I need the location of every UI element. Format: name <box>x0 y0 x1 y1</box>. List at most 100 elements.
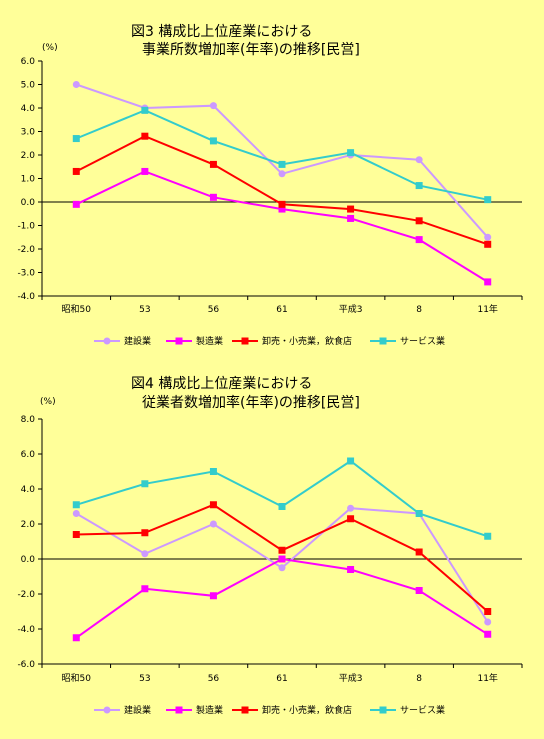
data-point <box>72 634 80 642</box>
data-point <box>484 630 492 638</box>
data-point <box>141 480 149 488</box>
chart-title-line2: 従業者数増加率(年率)の推移[民営] <box>142 394 360 411</box>
legend-label: サービス業 <box>400 335 445 347</box>
y-tick-label: 2.0 <box>21 151 36 161</box>
legend-label: 建設業 <box>124 704 151 716</box>
data-point <box>278 555 286 563</box>
data-point <box>484 618 492 626</box>
data-point <box>278 503 286 510</box>
y-tick-label: 8.0 <box>21 415 36 425</box>
data-point <box>415 156 423 164</box>
legend-swatch-marker <box>103 337 111 345</box>
y-tick-label: 6.0 <box>21 57 36 67</box>
y-tick-label: -4.0 <box>17 292 35 302</box>
data-point <box>415 236 423 244</box>
data-point <box>72 167 80 175</box>
y-tick-label: -2.0 <box>17 245 35 255</box>
data-point <box>484 240 492 248</box>
data-point <box>415 510 423 517</box>
series-line <box>75 135 489 246</box>
data-point <box>347 214 355 222</box>
data-point <box>484 278 492 286</box>
chart-title-line1: 図3 構成比上位産業における <box>131 24 312 40</box>
data-point <box>278 200 286 208</box>
data-point <box>278 160 286 168</box>
y-tick-label: -2.0 <box>17 590 35 600</box>
x-tick-label: 昭和50 <box>62 304 92 315</box>
data-point <box>209 137 217 145</box>
legend-swatch-marker <box>379 706 387 714</box>
data-point <box>484 608 492 615</box>
x-tick-label: 11年 <box>477 672 497 684</box>
legend-swatch-marker <box>241 706 249 714</box>
data-point <box>278 205 286 213</box>
legend-swatch-marker <box>175 337 183 345</box>
y-tick-label: 4.0 <box>21 485 36 495</box>
data-point <box>347 149 355 157</box>
data-point <box>415 548 423 556</box>
y-tick-label: 0.0 <box>21 555 36 565</box>
data-point <box>141 550 149 558</box>
data-point <box>141 132 149 140</box>
data-point <box>72 501 80 509</box>
x-tick-label: 平成3 <box>339 672 363 684</box>
y-tick-label: 2.0 <box>21 520 36 530</box>
data-point <box>209 102 217 110</box>
x-tick-label: 61 <box>276 674 287 684</box>
legend-label: 製造業 <box>196 704 223 716</box>
data-point <box>484 532 492 540</box>
data-point <box>415 182 423 190</box>
x-tick-label: 平成3 <box>339 303 363 315</box>
data-point <box>141 106 149 114</box>
data-point <box>278 546 286 554</box>
x-tick-label: 56 <box>208 674 220 684</box>
y-tick-label: -3.0 <box>17 269 35 279</box>
series-line <box>75 109 488 201</box>
y-tick-label: 0.0 <box>21 198 36 208</box>
y-unit-label: (%) <box>40 397 56 407</box>
x-tick-label: 昭和50 <box>62 673 92 684</box>
chart-title-line2: 事業所数増加率(年率)の推移[民営] <box>142 41 360 58</box>
data-point <box>141 585 149 593</box>
data-point <box>209 468 217 475</box>
data-point <box>484 196 492 204</box>
data-point <box>278 170 286 178</box>
data-point <box>209 160 217 168</box>
y-tick-label: -4.0 <box>17 625 35 635</box>
legend-label: サービス業 <box>400 704 445 716</box>
data-point <box>415 587 423 594</box>
y-tick-label: 6.0 <box>21 450 36 460</box>
data-point <box>278 564 286 572</box>
legend-label: 卸売・小売業，飲食店 <box>262 335 352 347</box>
data-point <box>484 233 492 241</box>
x-tick-label: 8 <box>416 674 422 684</box>
data-point <box>209 520 217 528</box>
data-point <box>72 135 80 143</box>
data-point <box>72 510 80 517</box>
x-tick-label: 56 <box>208 305 220 315</box>
y-tick-label: -6.0 <box>17 660 35 670</box>
x-tick-label: 61 <box>276 305 287 315</box>
legend-label: 建設業 <box>124 335 151 347</box>
legend-swatch-marker <box>379 337 387 345</box>
y-tick-label: 1.0 <box>21 175 36 185</box>
legend-label: 製造業 <box>196 335 223 347</box>
y-tick-label: 4.0 <box>21 104 36 114</box>
data-point <box>209 592 217 600</box>
data-point <box>141 529 149 537</box>
data-point <box>209 501 217 509</box>
data-point <box>141 167 149 175</box>
x-tick-label: 53 <box>139 305 150 315</box>
data-point <box>347 457 355 465</box>
data-point <box>72 531 80 538</box>
data-point <box>209 193 217 201</box>
legend-swatch-marker <box>175 706 183 714</box>
y-tick-label: 5.0 <box>21 81 36 91</box>
chart-title-line1: 図4 構成比上位産業における <box>131 376 312 392</box>
data-point <box>347 504 355 512</box>
y-tick-label: -1.0 <box>17 222 35 232</box>
data-point <box>347 566 355 573</box>
